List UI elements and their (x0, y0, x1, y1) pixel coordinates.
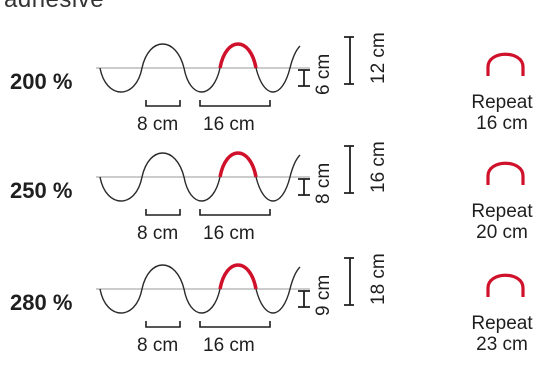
repeat-icon (486, 161, 525, 185)
wave-line (99, 43, 221, 93)
wavelength-label: 8 cm (137, 335, 178, 356)
peak-to-peak-label: 18 cm (368, 253, 389, 305)
repeat-word: Repeat (471, 201, 533, 222)
section-heading: adhesive (4, 0, 104, 14)
repeat-value: 16 cm (476, 113, 528, 134)
stretch-row: 200 % 8 cm 16 cm 6 cm 12 cm Repeat 16 cm (10, 32, 533, 135)
repeat-icon (486, 273, 525, 297)
wave-line-tail (255, 154, 301, 202)
peak-to-peak-bracket (344, 36, 354, 85)
amplitude-bracket (298, 178, 310, 196)
repeat-span-bracket (199, 321, 271, 328)
repeat-arc (218, 151, 258, 178)
repeat-arc (218, 263, 258, 290)
stretch-row: 250 % 8 cm 16 cm 8 cm 16 cm Repeat 20 cm (10, 141, 533, 244)
repeat-span-bracket (199, 100, 271, 107)
repeat-value: 20 cm (476, 222, 528, 243)
repeat-value: 23 cm (476, 334, 528, 355)
repeat-word: Repeat (471, 92, 533, 113)
wavelength-bracket (145, 209, 181, 216)
amplitude-bracket (298, 290, 310, 308)
wavelength-bracket (145, 321, 181, 328)
wave-line-tail (255, 266, 301, 314)
amplitude-label: 9 cm (313, 275, 334, 316)
wave-line-tail (255, 45, 301, 93)
wave-line (99, 152, 221, 202)
stretch-percent-label: 250 % (10, 178, 72, 203)
stretch-percent-label: 200 % (10, 69, 72, 94)
wavelength-label: 8 cm (137, 114, 178, 135)
repeat-icon (486, 52, 525, 76)
peak-to-peak-label: 12 cm (368, 32, 389, 84)
repeat-span-bracket (199, 209, 271, 216)
wave-line (99, 264, 221, 314)
stretch-percent-label: 280 % (10, 290, 72, 315)
peak-to-peak-bracket (344, 257, 354, 306)
amplitude-label: 6 cm (313, 54, 334, 95)
repeat-span-label: 16 cm (203, 114, 255, 135)
amplitude-label: 8 cm (313, 163, 334, 204)
repeat-arc (218, 42, 258, 69)
wavelength-bracket (145, 100, 181, 107)
stretch-row: 280 % 8 cm 16 cm 9 cm 18 cm Repeat 23 cm (10, 253, 533, 356)
repeat-span-label: 16 cm (203, 335, 255, 356)
wavelength-label: 8 cm (137, 223, 178, 244)
amplitude-bracket (298, 69, 310, 87)
peak-to-peak-label: 16 cm (368, 141, 389, 193)
peak-to-peak-bracket (344, 145, 354, 194)
repeat-word: Repeat (471, 313, 533, 334)
repeat-span-label: 16 cm (203, 223, 255, 244)
